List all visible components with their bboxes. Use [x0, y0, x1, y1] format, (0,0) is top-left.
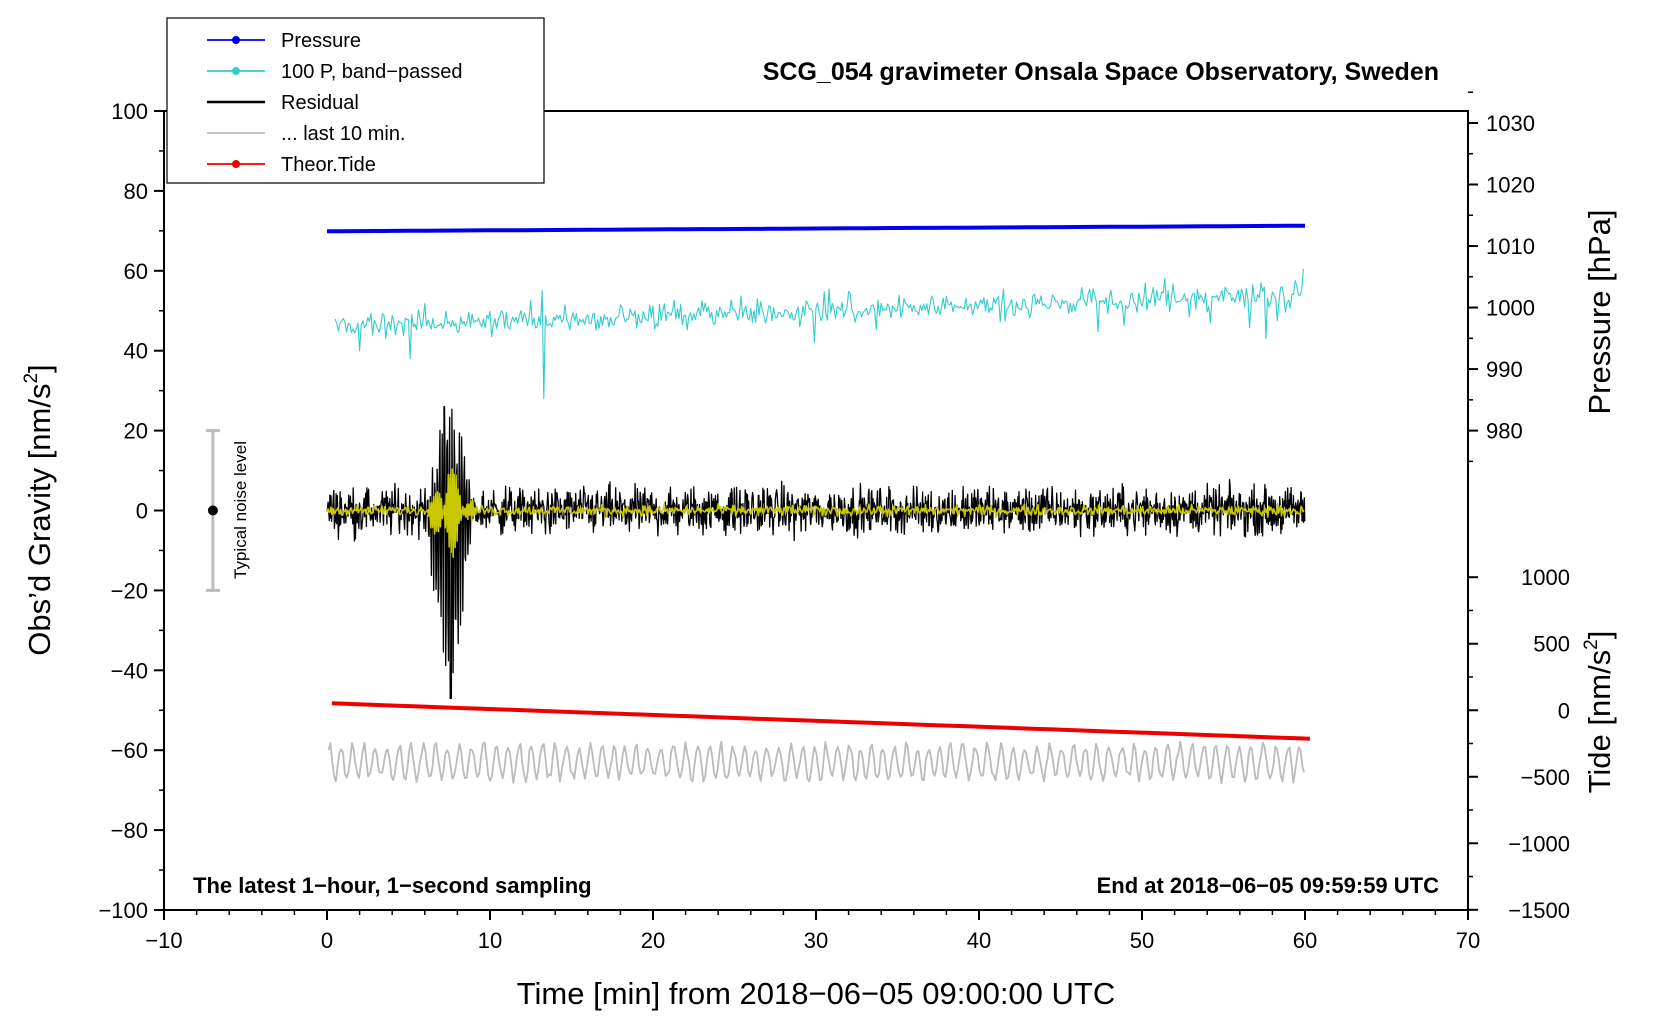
pressure-tick-label: 1030 — [1486, 111, 1535, 136]
legend-label: Pressure — [281, 30, 361, 52]
end-time-note: End at 2018−06−05 09:59:59 UTC — [1097, 873, 1440, 898]
tide-axis-label-sup: 2 — [1581, 639, 1602, 650]
left-tick-label: 80 — [124, 179, 148, 204]
tide-tick-label: 1000 — [1521, 565, 1570, 590]
residual-smoothed-line — [326, 468, 1305, 558]
left-axis-label: Obs’d Gravity [nm/s2] — [21, 364, 57, 655]
left-tick-label: −80 — [111, 818, 148, 843]
tide-tick-label: 0 — [1558, 698, 1570, 723]
right-axis-ticks: 980 990 1000 1010 1020 1030 −1500 −1000 −500 0 500… — [1468, 91, 1570, 923]
legend-label: Residual — [281, 92, 359, 114]
legend-label: 100 P, band−passed — [281, 61, 462, 83]
legend-label: Theor.Tide — [281, 154, 376, 176]
tide-axis-label: Tide [nm/s2] — [1581, 631, 1617, 794]
tide-axis-label-end: ] — [1582, 631, 1617, 640]
tide-axis-label-main: Tide [nm/s — [1582, 650, 1617, 794]
legend-entries: Pressure 100 P, band−passed Residual ... la… — [207, 30, 462, 176]
last-10-min-line — [327, 740, 1305, 785]
tide-tick-label: −1000 — [1508, 831, 1570, 856]
chart-title: SCG_054 gravimeter Onsala Space Observat… — [763, 58, 1439, 86]
series-layer — [326, 223, 1310, 785]
pressure-tick-label: 980 — [1486, 419, 1523, 444]
legend-box — [166, 17, 545, 184]
left-tick-label: 60 — [124, 259, 148, 284]
left-tick-label: −100 — [98, 898, 148, 923]
pressure-axis-label: Pressure [hPa] — [1582, 209, 1617, 414]
left-axis-label-main: Obs’d Gravity [nm/s — [22, 384, 57, 656]
legend-marker — [232, 67, 240, 75]
theoretical-tide-line — [331, 701, 1310, 741]
tide-tick-label: −1500 — [1508, 898, 1570, 923]
pressure-tick-label: 1010 — [1486, 234, 1535, 259]
left-tick-label: −20 — [111, 578, 148, 603]
left-tick-label: 0 — [136, 499, 148, 524]
left-tick-label: 20 — [124, 419, 148, 444]
noise-bar-dot — [207, 505, 218, 516]
x-tick-label: 70 — [1456, 928, 1480, 953]
x-axis-ticks: −10 0 10 20 30 40 50 60 70 — [145, 910, 1480, 953]
x-tick-label: 40 — [967, 928, 991, 953]
left-tick-label: 100 — [111, 99, 148, 124]
legend-label: ... last 10 min. — [281, 123, 406, 145]
sampling-note: The latest 1−hour, 1−second sampling — [193, 873, 592, 898]
x-tick-label: 0 — [321, 928, 333, 953]
x-tick-label: 60 — [1293, 928, 1317, 953]
x-tick-label: 30 — [804, 928, 828, 953]
left-axis-label-sup: 2 — [21, 373, 42, 384]
pressure-tick-label: 1020 — [1486, 173, 1535, 198]
legend-marker — [232, 160, 240, 168]
pressure-line — [326, 223, 1306, 234]
x-tick-label: 10 — [478, 928, 502, 953]
pressure-tick-label: 990 — [1486, 357, 1523, 382]
legend: Pressure 100 P, band−passed Residual ... la… — [166, 17, 545, 184]
x-tick-label: 50 — [1130, 928, 1154, 953]
noise-bar-label: Typical noise level — [231, 441, 250, 579]
x-axis-label: Time [min] from 2018−06−05 09:00:00 UTC — [517, 976, 1116, 1011]
x-tick-label: 20 — [641, 928, 665, 953]
tide-tick-label: −500 — [1520, 765, 1570, 790]
x-tick-label: −10 — [145, 928, 182, 953]
noise-level-bar: Typical noise level — [205, 429, 250, 592]
left-tick-label: 40 — [124, 339, 148, 364]
left-axis-ticks: −100 −80 −60 −40 −20 0 20 40 60 80 100 — [98, 99, 164, 923]
left-axis-label-end: ] — [22, 364, 57, 373]
left-tick-label: −40 — [111, 658, 148, 683]
pressure-tick-label: 1000 — [1486, 296, 1535, 321]
left-tick-label: −60 — [111, 738, 148, 763]
tide-tick-label: 500 — [1533, 632, 1570, 657]
residual-line — [326, 405, 1306, 699]
legend-marker — [232, 36, 240, 44]
band-passed-pressure-line — [334, 268, 1304, 400]
